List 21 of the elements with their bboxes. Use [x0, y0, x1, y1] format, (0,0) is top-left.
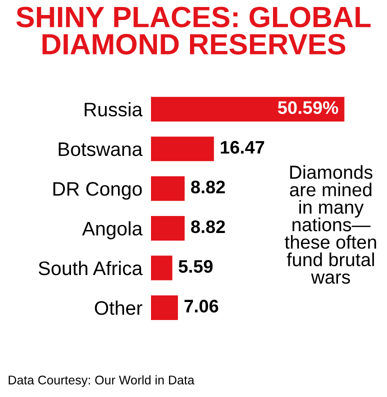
data-label: 5.59 — [178, 260, 213, 273]
annotation: Diamonds are mined in many nations— these often fund brutal wars — [284, 165, 376, 284]
data-label: 7.06 — [184, 300, 218, 313]
data-label: 8.82 — [191, 180, 225, 194]
y-tick-label: Other — [94, 300, 142, 315]
y-tick-label: South Africa — [38, 260, 143, 276]
bar — [150, 136, 214, 162]
bar — [150, 96, 344, 122]
data-label: 8.82 — [191, 220, 225, 234]
bar — [150, 256, 172, 280]
data-label: 50.59% — [278, 101, 338, 114]
y-tick-label: DR Congo — [53, 182, 142, 200]
bar — [150, 216, 185, 241]
text: Data Courtesy: Our World in Data — [8, 375, 194, 387]
y-tick-label: Russia — [84, 102, 143, 116]
bar — [150, 295, 178, 320]
data-label: 16.47 — [220, 140, 264, 154]
y-tick-label: Angola — [82, 221, 143, 240]
chart-title: SHINY PLACES: GLOBAL DIAMOND RESERVES — [16, 6, 371, 55]
y-tick-label: Botswana — [58, 142, 143, 156]
bar — [150, 176, 185, 201]
